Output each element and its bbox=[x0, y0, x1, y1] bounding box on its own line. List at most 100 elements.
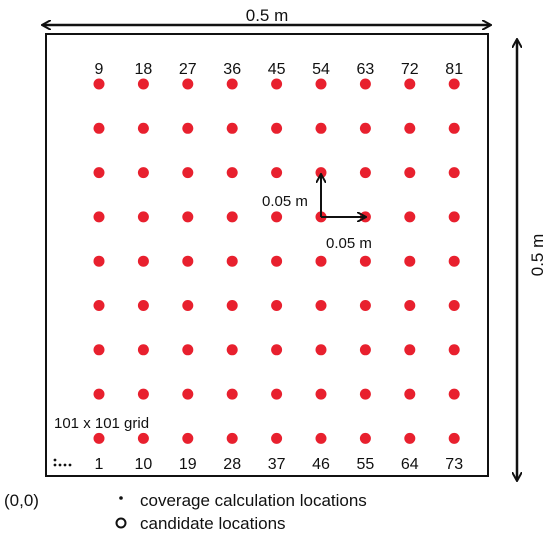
coverage-dots-cluster bbox=[53, 458, 72, 467]
grid-dot bbox=[404, 167, 416, 179]
grid-dot bbox=[182, 300, 194, 311]
bottom-index-number: 1 bbox=[95, 456, 104, 473]
grid-dot bbox=[448, 388, 460, 400]
bottom-index-number: 64 bbox=[401, 456, 419, 473]
grid-dot bbox=[93, 78, 105, 90]
grid-dot bbox=[182, 388, 194, 400]
bottom-index-number: 10 bbox=[135, 456, 153, 473]
grid-dot bbox=[359, 78, 371, 90]
grid-dot bbox=[315, 78, 327, 90]
grid-dot bbox=[404, 122, 416, 134]
grid-dot bbox=[137, 78, 149, 90]
grid-dot bbox=[182, 211, 194, 223]
bottom-index-number: 73 bbox=[445, 456, 463, 473]
grid-dot bbox=[226, 167, 238, 179]
top-index-number: 36 bbox=[223, 61, 241, 78]
candidate-legend-label: candidate locations bbox=[140, 514, 286, 533]
top-index-number: 72 bbox=[401, 61, 419, 78]
bottom-index-numbers: 1 10 19 28 37 46 55 64 73 bbox=[95, 456, 464, 473]
top-index-number: 18 bbox=[135, 61, 153, 78]
top-index-number: 9 bbox=[95, 61, 104, 78]
grid-dot bbox=[359, 432, 371, 444]
grid-dot bbox=[226, 211, 238, 223]
bottom-index-number: 55 bbox=[357, 456, 375, 473]
grid-dot bbox=[93, 432, 105, 444]
grid-dot bbox=[226, 122, 238, 134]
candidate-dots bbox=[93, 78, 460, 444]
grid-size-label: 101 x 101 grid bbox=[54, 415, 149, 432]
top-index-number: 27 bbox=[179, 61, 197, 78]
grid-dot bbox=[315, 388, 327, 400]
grid-dot bbox=[448, 122, 460, 134]
grid-dot bbox=[404, 78, 416, 90]
grid-dot bbox=[271, 167, 283, 179]
top-index-numbers: 9 18 27 36 45 54 63 72 81 bbox=[95, 61, 464, 78]
grid-dot bbox=[137, 211, 149, 223]
bottom-index-number: 28 bbox=[223, 456, 241, 473]
horizontal-spacing-label: 0.05 m bbox=[326, 235, 372, 252]
grid-dot bbox=[448, 78, 460, 90]
grid-dot bbox=[448, 300, 460, 311]
coverage-legend-symbol bbox=[119, 496, 123, 500]
grid-dot bbox=[226, 344, 238, 356]
grid-dot bbox=[226, 255, 238, 267]
grid-dot bbox=[271, 211, 283, 223]
grid-dot bbox=[359, 167, 371, 179]
grid-dot bbox=[404, 432, 416, 444]
grid-dot bbox=[226, 388, 238, 400]
width-label: 0.5 m bbox=[246, 6, 289, 25]
grid-dot bbox=[271, 300, 283, 311]
grid-dot bbox=[137, 388, 149, 400]
grid-dot bbox=[271, 78, 283, 90]
grid-dot bbox=[137, 167, 149, 179]
grid-dot bbox=[404, 300, 416, 311]
vertical-spacing-label: 0.05 m bbox=[262, 193, 308, 210]
grid-dot bbox=[315, 300, 327, 311]
grid-dot bbox=[93, 344, 105, 356]
grid-dot bbox=[137, 255, 149, 267]
grid-dot bbox=[315, 344, 327, 356]
grid-dot bbox=[182, 122, 194, 134]
grid-dot bbox=[315, 432, 327, 444]
bottom-index-number: 19 bbox=[179, 456, 197, 473]
top-index-number: 45 bbox=[268, 61, 286, 78]
grid-dot bbox=[226, 78, 238, 90]
grid-dot bbox=[182, 344, 194, 356]
bottom-index-number: 46 bbox=[312, 456, 330, 473]
grid-dot bbox=[182, 255, 194, 267]
grid-dot bbox=[182, 432, 194, 444]
height-label: 0.5 m bbox=[528, 234, 547, 277]
origin-label: (0,0) bbox=[4, 491, 39, 510]
candidate-legend-symbol bbox=[115, 517, 127, 529]
grid-dot bbox=[137, 432, 149, 444]
grid-dot bbox=[404, 211, 416, 223]
grid-dot bbox=[137, 300, 149, 311]
grid-dot bbox=[404, 388, 416, 400]
grid-dot bbox=[404, 344, 416, 356]
grid-dot bbox=[315, 255, 327, 267]
grid-dot bbox=[359, 122, 371, 134]
grid-dot bbox=[226, 432, 238, 444]
top-index-number: 81 bbox=[445, 61, 463, 78]
grid-dot bbox=[271, 255, 283, 267]
top-index-number: 63 bbox=[357, 61, 375, 78]
grid-dot bbox=[315, 122, 327, 134]
grid-dot bbox=[93, 255, 105, 267]
grid-dot bbox=[448, 344, 460, 356]
grid-dot bbox=[271, 388, 283, 400]
grid-dot bbox=[359, 388, 371, 400]
grid-dot bbox=[271, 432, 283, 444]
grid-dot bbox=[93, 211, 105, 223]
grid-dot bbox=[182, 78, 194, 90]
region-border bbox=[45, 33, 489, 477]
grid-dot bbox=[137, 122, 149, 134]
grid-dot bbox=[93, 167, 105, 179]
grid-dot bbox=[404, 255, 416, 267]
grid-dot bbox=[93, 388, 105, 400]
grid-dot bbox=[359, 344, 371, 356]
grid-dot bbox=[271, 344, 283, 356]
grid-dot bbox=[359, 255, 371, 267]
grid-dot bbox=[137, 344, 149, 356]
grid-dot bbox=[93, 122, 105, 134]
